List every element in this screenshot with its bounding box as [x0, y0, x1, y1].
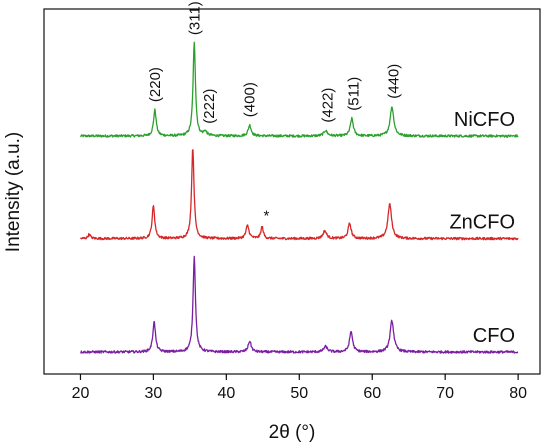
series-layer — [79, 41, 519, 354]
x-axis-ticks: 20 30 40 50 60 70 80 — [72, 374, 527, 402]
peak-label: (440) — [385, 64, 402, 99]
peak-label: (400) — [242, 82, 259, 117]
series-line-cfo — [80, 255, 519, 354]
x-tick-label-50: 50 — [290, 385, 308, 402]
series-line-nicfo — [79, 41, 519, 138]
peak-label: (222) — [201, 89, 218, 124]
x-tick-label-70: 70 — [436, 385, 454, 402]
series-label-nicfo: NiCFO — [454, 109, 515, 131]
peak-label: (311) — [186, 1, 203, 35]
x-tick-label-60: 60 — [363, 385, 381, 402]
peak-label: (511) — [345, 77, 362, 111]
x-tick-label-20: 20 — [72, 385, 90, 402]
series-label-cfo: CFO — [473, 325, 515, 347]
x-tick-label-30: 30 — [145, 385, 163, 402]
series-label-zncfo: ZnCFO — [449, 212, 515, 234]
peak-label: (220) — [147, 67, 164, 102]
series-line-zncfo — [79, 149, 519, 241]
labels-layer: NiCFO ZnCFO CFO (220) (311) (222) (400) (422) (5… — [147, 1, 515, 347]
peak-label: (422) — [320, 88, 337, 123]
x-tick-label-80: 80 — [509, 385, 527, 402]
y-axis-title: Intensity (a.u.) — [3, 132, 24, 252]
impurity-marker: * — [264, 208, 270, 225]
plot-frame — [43, 8, 541, 375]
x-axis-title: 2θ (°) — [269, 422, 316, 443]
x-tick-label-40: 40 — [217, 385, 235, 402]
